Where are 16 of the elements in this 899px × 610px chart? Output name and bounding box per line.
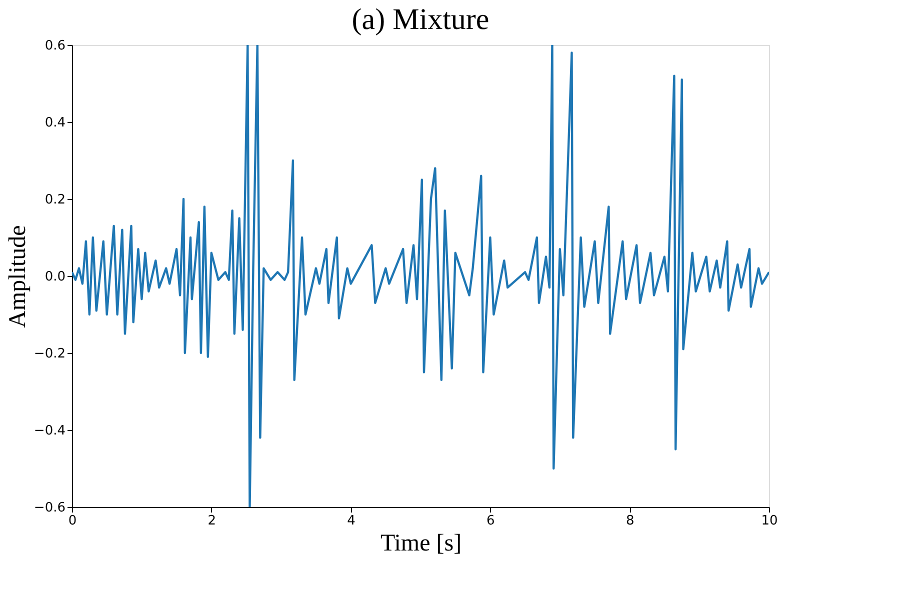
x-tick-label: 0 bbox=[68, 514, 77, 528]
y-tick-label: −0.2 bbox=[34, 346, 66, 362]
x-axis-title: Time [s] bbox=[380, 530, 462, 556]
y-tick-label: 0.0 bbox=[44, 270, 66, 284]
y-tick-label: 0.4 bbox=[44, 116, 66, 130]
y-axis-title: Amplitude bbox=[4, 225, 31, 328]
y-tick-label: 0.6 bbox=[44, 38, 66, 54]
x-tick-label: 6 bbox=[486, 514, 495, 528]
x-tick-label: 2 bbox=[208, 514, 216, 528]
x-tick-label: 10 bbox=[761, 514, 778, 528]
x-tick-label: 4 bbox=[347, 514, 356, 528]
x-tick-label: 8 bbox=[626, 514, 634, 528]
y-tick-label: −0.6 bbox=[34, 500, 66, 516]
y-tick-label: 0.2 bbox=[44, 192, 66, 208]
y-tick-label: −0.4 bbox=[34, 424, 66, 438]
chart-title: (a) Mixture bbox=[352, 3, 490, 36]
